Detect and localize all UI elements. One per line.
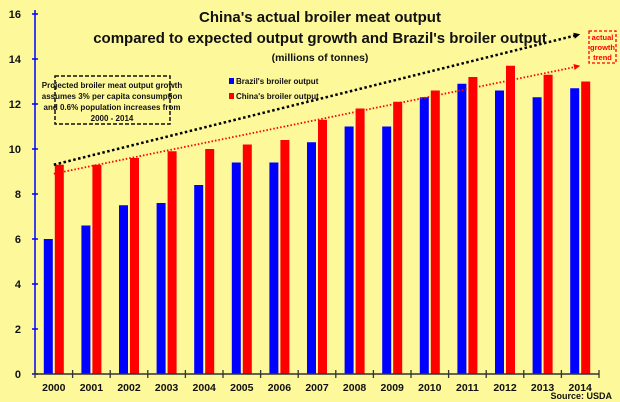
y-tick-label: 6 — [15, 234, 21, 246]
trend-line-actual — [53, 65, 577, 175]
x-tick-label: 2012 — [493, 382, 517, 394]
bar-brazil-2005 — [231, 162, 241, 374]
chart-title: China's actual broiler meat output — [199, 9, 441, 26]
bar-china-2001 — [92, 164, 102, 374]
trend-arrowhead-actual — [573, 64, 581, 70]
bar-brazil-2010 — [419, 97, 429, 374]
trend-lines-layer — [53, 32, 581, 175]
bar-brazil-2013 — [532, 97, 542, 374]
x-tick-label: 2003 — [155, 382, 179, 394]
annotation-line: actual — [592, 33, 614, 42]
x-tick-label: 2010 — [418, 382, 442, 394]
x-tick-label: 2002 — [117, 382, 141, 394]
bar-china-2007 — [318, 119, 327, 374]
actual-trend-annotation: actual growth trend — [588, 30, 617, 64]
bars-layer — [43, 65, 591, 374]
x-tick-label: 2013 — [531, 382, 555, 394]
annotation-line: assumes 3% per capita consumption — [42, 92, 183, 101]
bar-brazil-2012 — [495, 90, 504, 374]
legend-swatch-brazil — [229, 78, 234, 84]
annotation-line: 2000 - 2014 — [91, 114, 134, 123]
bar-china-2009 — [393, 101, 403, 374]
y-tick-label: 8 — [15, 189, 21, 201]
bar-china-2008 — [355, 108, 365, 374]
x-tick-label: 2009 — [381, 382, 405, 394]
y-tick-label: 12 — [9, 99, 21, 111]
x-tick-label: 2008 — [343, 382, 367, 394]
y-tick-label: 16 — [9, 9, 21, 21]
x-tick-label: 2004 — [193, 382, 217, 394]
projection-annotation: Projected broiler meat output growth ass… — [42, 75, 183, 125]
bar-china-2011 — [468, 77, 478, 374]
bar-brazil-2001 — [81, 225, 91, 374]
chart-units: (millions of tonnes) — [272, 52, 369, 64]
x-tick-label: 2001 — [80, 382, 104, 394]
bar-brazil-2002 — [119, 205, 128, 374]
bar-brazil-2006 — [269, 162, 279, 374]
chart-subtitle: compared to expected output growth and B… — [93, 30, 547, 47]
bar-brazil-2009 — [382, 126, 392, 374]
x-tick-label: 2007 — [305, 382, 329, 394]
bar-china-2012 — [506, 65, 515, 374]
bar-brazil-2007 — [307, 142, 316, 374]
bar-china-2002 — [130, 158, 139, 374]
bar-brazil-2008 — [344, 126, 354, 374]
legend: Brazil's broiler output China's broiler … — [229, 77, 319, 101]
x-tick-label: 2006 — [268, 382, 292, 394]
bar-china-2006 — [280, 140, 290, 374]
bar-china-2010 — [430, 90, 440, 374]
bar-china-2000 — [54, 164, 64, 374]
annotation-line: growth — [590, 43, 615, 52]
x-tick-label: 2005 — [230, 382, 254, 394]
annotation-line: and 0.6% population increases from — [44, 103, 181, 112]
bar-brazil-2003 — [156, 203, 166, 374]
legend-label-china: China's broiler output — [236, 92, 319, 101]
y-tick-label: 14 — [9, 54, 22, 66]
legend-swatch-china — [229, 93, 234, 99]
bar-brazil-2004 — [194, 185, 204, 374]
annotation-line: Projected broiler meat output growth — [42, 81, 183, 90]
bar-china-2005 — [242, 144, 252, 374]
x-tick-label: 2000 — [42, 382, 66, 394]
y-tick-label: 0 — [15, 369, 21, 381]
bar-china-2014 — [581, 81, 591, 374]
legend-label-brazil: Brazil's broiler output — [236, 77, 319, 86]
y-tick-label: 10 — [9, 144, 21, 156]
y-tick-label: 2 — [15, 324, 21, 336]
y-tick-label: 4 — [15, 279, 22, 291]
source-note: Source: USDA — [550, 391, 612, 401]
trend-arrowhead-projected — [573, 32, 581, 39]
x-tick-label: 2014 — [569, 382, 593, 394]
bar-china-2013 — [543, 74, 553, 374]
annotation-line: trend — [593, 53, 612, 62]
bar-brazil-2000 — [43, 239, 53, 374]
bar-china-2004 — [205, 149, 215, 374]
bar-brazil-2014 — [570, 88, 580, 374]
axes-layer: 2000 2001 2002 2003 2004 2005 2006 2007 2008 2009… — [9, 9, 600, 394]
x-tick-label: 2011 — [456, 382, 479, 394]
bar-china-2003 — [167, 151, 177, 374]
bar-brazil-2011 — [457, 83, 467, 374]
